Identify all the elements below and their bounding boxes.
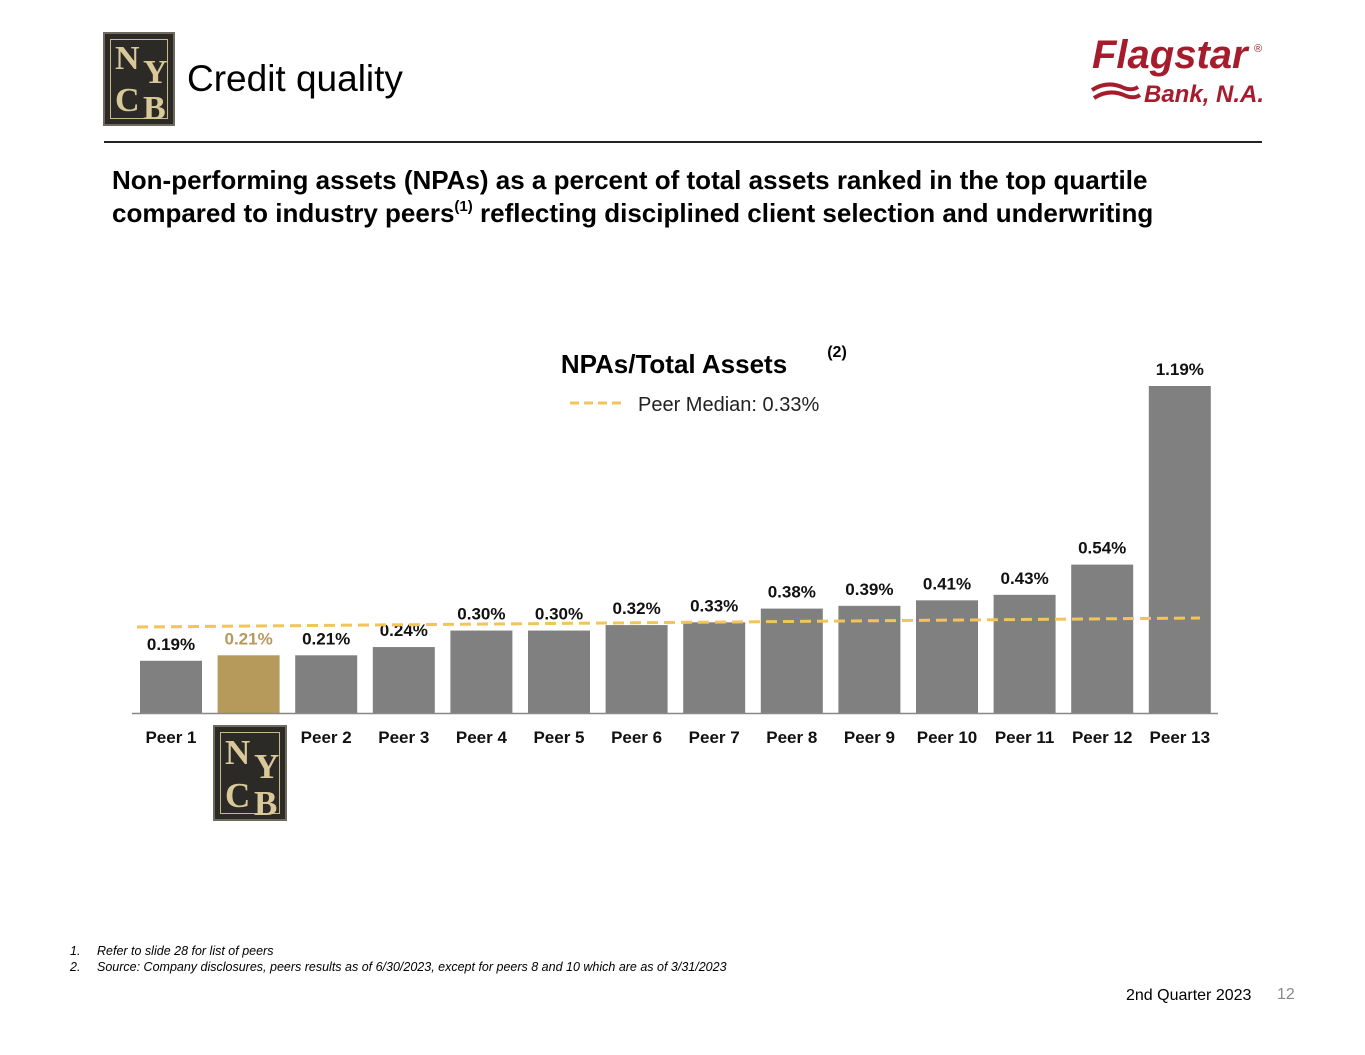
data-label: 0.30% bbox=[535, 605, 583, 624]
legend-median-label: Peer Median: 0.33% bbox=[638, 394, 819, 416]
bar-peer-2 bbox=[295, 655, 358, 713]
bar-peer-3 bbox=[372, 647, 435, 713]
flagstar-bank-logo: Flagstar ® Bank, N.A. bbox=[1090, 33, 1264, 108]
headline-line-1: Non-performing assets (NPAs) as a percen… bbox=[112, 165, 1148, 195]
data-label: 0.33% bbox=[690, 596, 738, 615]
data-label: 0.39% bbox=[845, 580, 893, 599]
category-label: Peer 12 bbox=[1072, 728, 1133, 747]
nycb-logo: N Y C B bbox=[103, 32, 175, 126]
category-label: Peer 1 bbox=[145, 728, 196, 747]
data-label: 0.54% bbox=[1078, 539, 1126, 558]
footnote-2: 2. Source: Company disclosures, peers res… bbox=[70, 960, 727, 974]
data-label: 0.41% bbox=[923, 574, 971, 593]
data-label: 0.43% bbox=[1000, 569, 1048, 588]
bar-peer-4 bbox=[450, 630, 513, 713]
bar-peer-11 bbox=[993, 594, 1056, 713]
chart-title-note: (2) bbox=[827, 344, 847, 361]
bar-peer-10 bbox=[916, 600, 978, 713]
footnote-1: 1. Refer to slide 28 for list of peers bbox=[70, 944, 274, 958]
category-label: Peer 4 bbox=[456, 728, 508, 747]
logo-bank-text: Bank, N.A. bbox=[1144, 81, 1264, 108]
data-label: 0.30% bbox=[457, 605, 505, 624]
data-label: 0.21% bbox=[302, 629, 350, 648]
category-label: Peer 11 bbox=[995, 728, 1055, 747]
bar-peer-1 bbox=[140, 660, 202, 713]
data-label: 0.21% bbox=[224, 629, 272, 648]
chart-title: NPAs/Total Assets bbox=[561, 349, 787, 379]
bar-nycb bbox=[217, 655, 280, 713]
category-label: Peer 6 bbox=[611, 728, 662, 747]
category-label: Peer 10 bbox=[917, 728, 978, 747]
bar-peer-9 bbox=[838, 605, 901, 713]
bar-peer-12 bbox=[1071, 564, 1134, 713]
headline: Non-performing assets (NPAs) as a percen… bbox=[112, 164, 1272, 230]
footnotes: 1. Refer to slide 28 for list of peers 2.… bbox=[70, 943, 727, 975]
data-label: 0.38% bbox=[768, 583, 816, 602]
period-label: 2nd Quarter 2023 bbox=[1126, 987, 1252, 1004]
category-label: Peer 3 bbox=[378, 728, 429, 747]
logo-flagstar-text: Flagstar bbox=[1092, 33, 1250, 77]
data-label: 0.24% bbox=[380, 621, 428, 640]
bar-peer-13 bbox=[1148, 386, 1211, 713]
category-label: Peer 2 bbox=[301, 728, 352, 747]
bar-peer-5 bbox=[528, 630, 590, 713]
data-label: 1.19% bbox=[1156, 360, 1204, 379]
peer-median-line bbox=[136, 616, 1201, 629]
category-label: Peer 13 bbox=[1150, 728, 1211, 747]
title-divider bbox=[104, 141, 1262, 143]
footnote-ref-1: (1) bbox=[454, 198, 473, 215]
category-label: Peer 8 bbox=[766, 728, 817, 747]
bar-peer-8 bbox=[760, 608, 823, 713]
headline-line-2: compared to industry peers(1) reflecting… bbox=[112, 198, 1154, 228]
category-label: Peer 7 bbox=[689, 728, 740, 747]
logo-registered-mark: ® bbox=[1254, 43, 1262, 55]
page-title: Credit quality bbox=[187, 58, 403, 99]
category-label: Peer 5 bbox=[533, 728, 584, 747]
category-label: Peer 9 bbox=[844, 728, 895, 747]
data-label: 0.32% bbox=[612, 599, 660, 618]
page-number: 12 bbox=[1277, 986, 1295, 1003]
bar-peer-7 bbox=[683, 622, 746, 713]
data-label: 0.19% bbox=[147, 635, 195, 654]
bar-peer-6 bbox=[605, 625, 668, 713]
nycb-category-logo: N Y C B bbox=[213, 725, 287, 821]
